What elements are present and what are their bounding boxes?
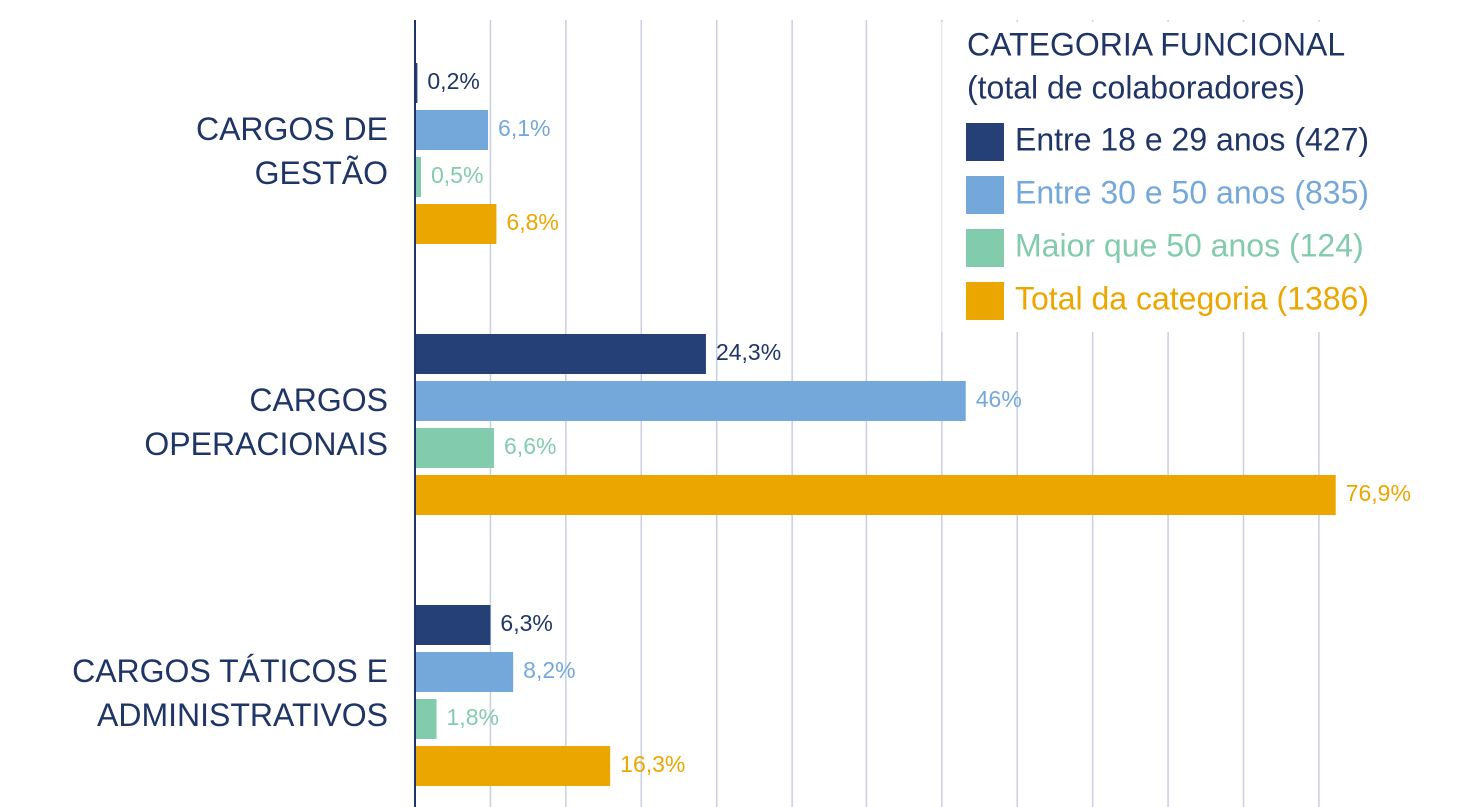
bar (415, 699, 437, 739)
bar (415, 652, 514, 692)
legend-title: (total de colaboradores) (967, 69, 1305, 105)
category-label: CARGOS TÁTICOS E (72, 653, 388, 689)
bar (415, 157, 421, 197)
bar (415, 605, 491, 645)
value-label: 46% (976, 386, 1022, 412)
category-label: OPERACIONAIS (144, 426, 388, 462)
value-label: 1,8% (447, 704, 499, 730)
bar (415, 428, 495, 468)
value-label: 24,3% (716, 339, 781, 365)
bar (415, 63, 418, 103)
legend-swatch (966, 123, 1004, 161)
legend-swatch (966, 282, 1004, 320)
legend-swatch (966, 176, 1004, 214)
legend-label: Entre 18 e 29 anos (427) (1015, 121, 1369, 157)
legend-label: Total da categoria (1386) (1015, 280, 1369, 316)
category-label: ADMINISTRATIVOS (97, 697, 388, 733)
legend-label: Maior que 50 anos (124) (1015, 227, 1364, 263)
value-label: 6,6% (504, 433, 556, 459)
value-label: 6,3% (500, 610, 552, 636)
bar (415, 110, 489, 150)
bar (415, 204, 497, 244)
bar (415, 381, 966, 421)
category-label: GESTÃO (255, 155, 388, 191)
legend-box (942, 22, 1471, 332)
legend-title: CATEGORIA FUNCIONAL (967, 26, 1345, 62)
value-label: 6,1% (498, 115, 550, 141)
legend-label: Entre 30 e 50 anos (835) (1015, 174, 1369, 210)
category-label: CARGOS DE (196, 111, 388, 147)
value-label: 6,8% (506, 209, 558, 235)
bar (415, 746, 611, 786)
value-label: 0,5% (431, 162, 483, 188)
category-label: CARGOS (249, 382, 388, 418)
bar (415, 334, 706, 374)
bar (415, 475, 1336, 515)
value-label: 76,9% (1346, 480, 1411, 506)
value-label: 8,2% (523, 657, 575, 683)
value-label: 0,2% (427, 68, 479, 94)
legend-swatch (966, 229, 1004, 267)
value-label: 16,3% (620, 751, 685, 777)
